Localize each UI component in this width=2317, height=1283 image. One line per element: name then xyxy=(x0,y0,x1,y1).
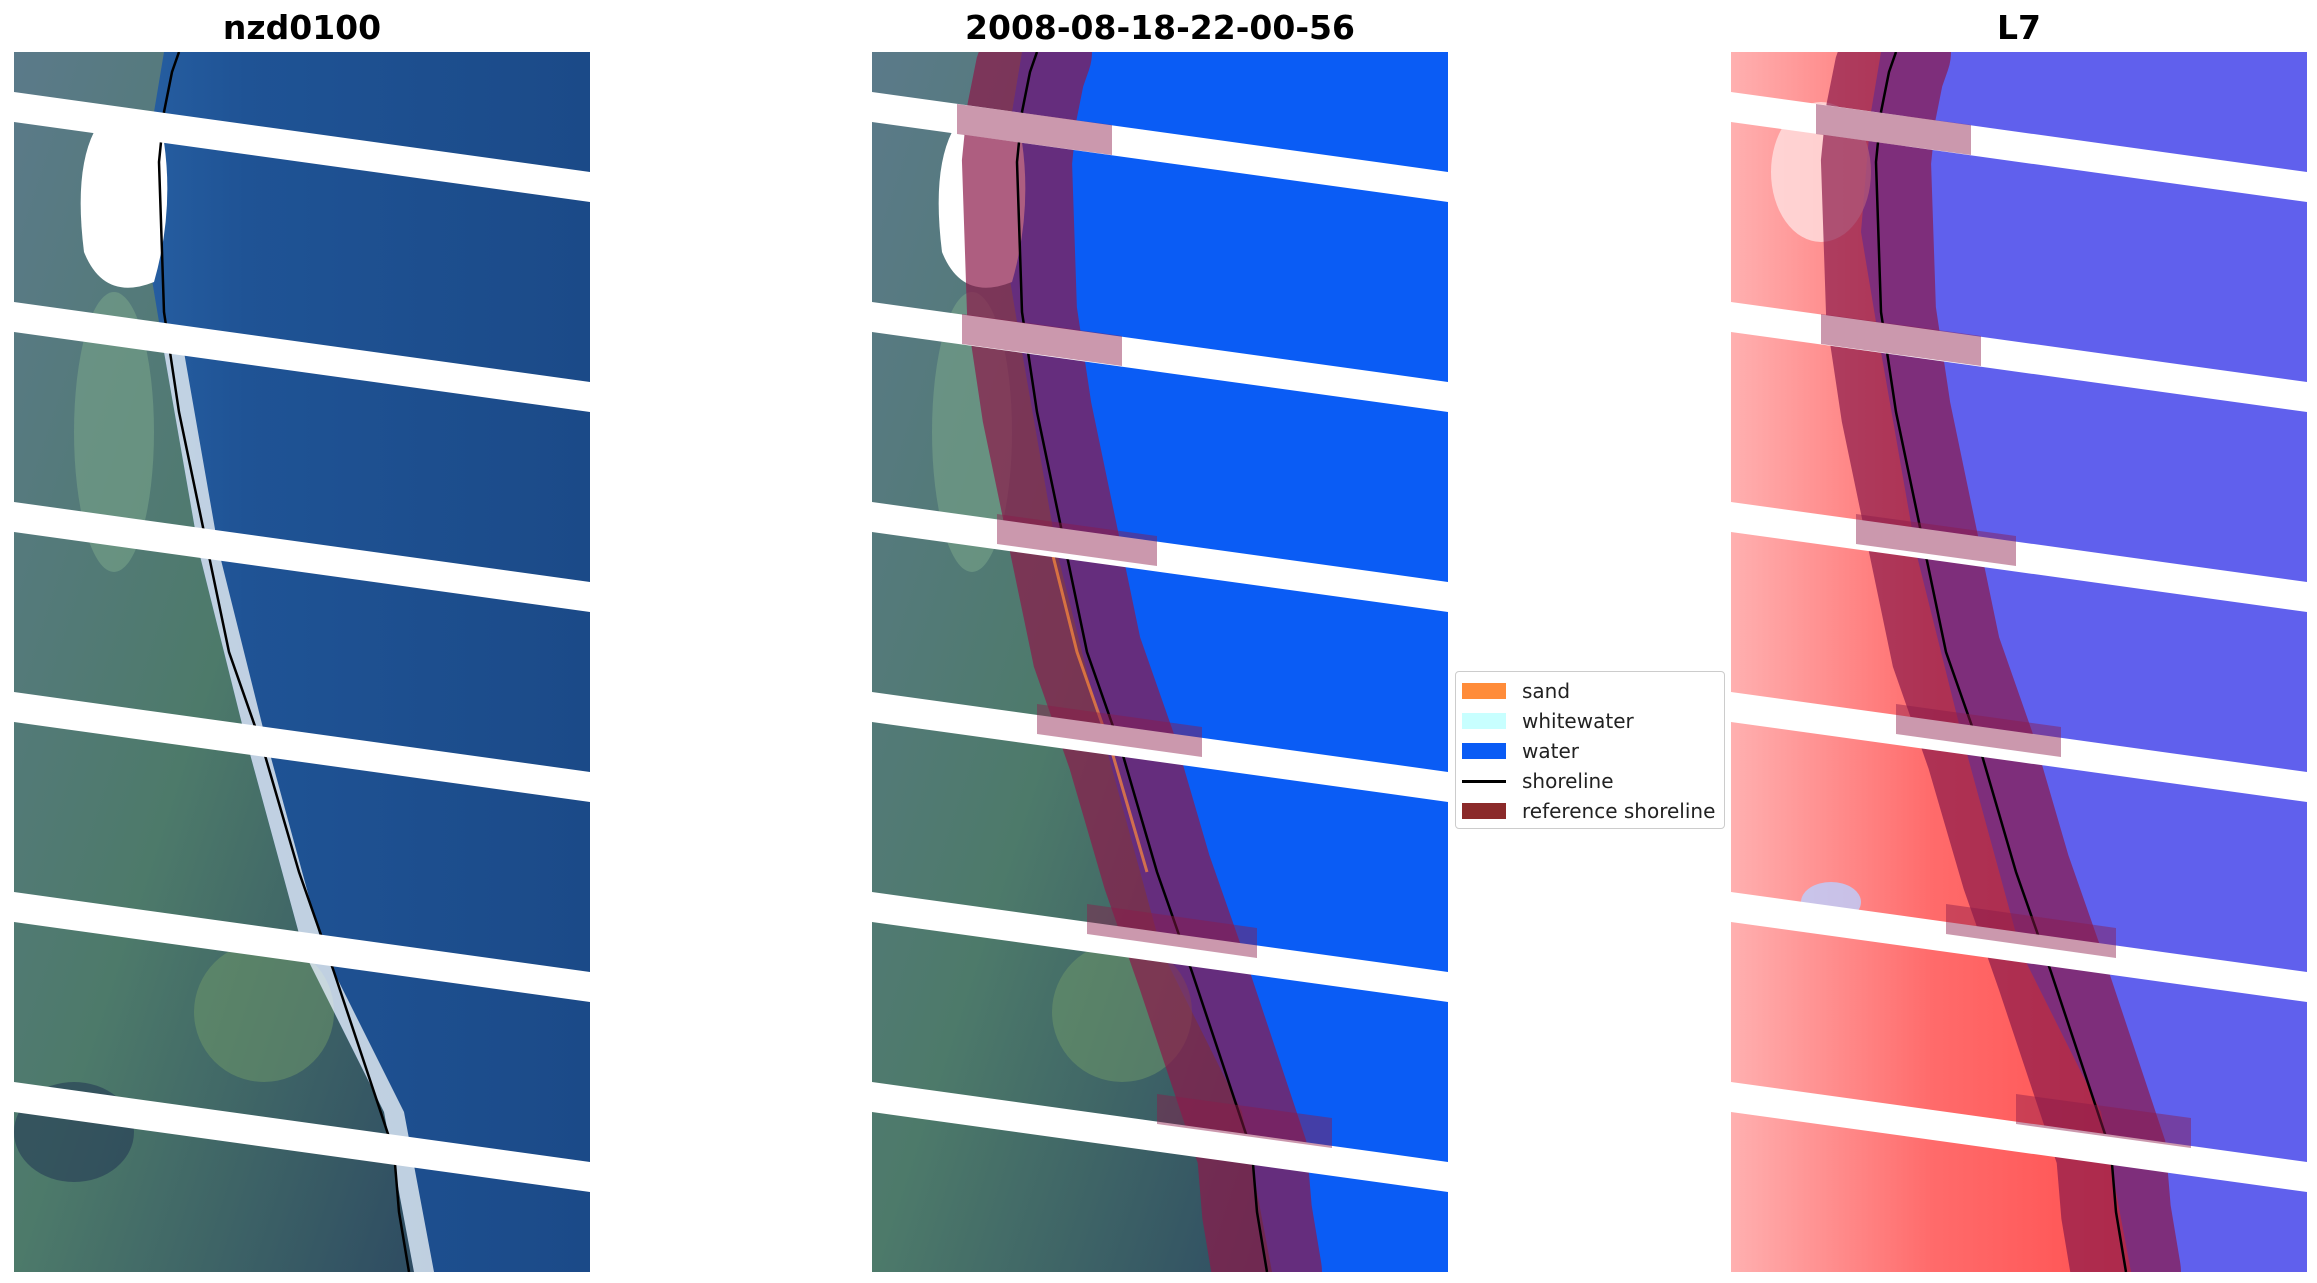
sand-class xyxy=(1050,551,1149,873)
scanline-gaps xyxy=(1731,92,2307,1192)
water-swatch xyxy=(1462,743,1506,759)
legend-label: whitewater xyxy=(1522,709,1634,733)
cloud xyxy=(80,128,168,288)
legend-label: water xyxy=(1522,739,1579,763)
surf-zone xyxy=(164,352,434,1272)
shoreline-line-swatch xyxy=(1462,779,1506,783)
index-image xyxy=(1731,52,2307,1272)
index-panel xyxy=(1731,52,2307,1272)
panel-title-rgb: nzd0100 xyxy=(222,8,382,47)
sand-swatch xyxy=(1462,683,1506,699)
legend-item-whitewater: whitewater xyxy=(1462,706,1718,736)
scanline-gaps xyxy=(872,92,1448,1192)
whitewater-swatch xyxy=(1462,713,1506,729)
legend-item-shoreline: shoreline xyxy=(1462,766,1718,796)
panel-title-index: L7 xyxy=(1997,8,2041,47)
legend-label: sand xyxy=(1522,679,1571,703)
legend-item-water: water xyxy=(1462,736,1718,766)
legend: sand whitewater water shoreline referenc… xyxy=(1455,671,1725,829)
legend-item-reference-shoreline: reference shoreline xyxy=(1462,796,1718,826)
rgb-image xyxy=(14,52,590,1272)
scanline-gaps xyxy=(14,92,590,1192)
classification-image xyxy=(872,52,1448,1272)
reference-shoreline-swatch xyxy=(1462,803,1506,819)
legend-item-sand: sand xyxy=(1462,676,1718,706)
legend-label: shoreline xyxy=(1522,769,1614,793)
rgb-image-panel xyxy=(14,52,590,1272)
panel-title-classification: 2008-08-18-22-00-56 xyxy=(965,8,1355,47)
legend-label: reference shoreline xyxy=(1522,799,1716,823)
classification-panel xyxy=(872,52,1448,1272)
